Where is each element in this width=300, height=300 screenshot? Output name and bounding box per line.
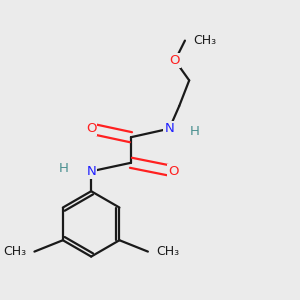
Text: CH₃: CH₃	[194, 34, 217, 47]
Text: H: H	[190, 125, 200, 138]
Text: CH₃: CH₃	[3, 245, 26, 258]
Text: CH₃: CH₃	[156, 245, 179, 258]
Text: N: N	[164, 122, 174, 135]
Text: O: O	[86, 122, 96, 135]
Text: N: N	[86, 165, 96, 178]
Text: H: H	[59, 162, 69, 175]
Text: O: O	[168, 165, 179, 178]
Text: O: O	[170, 54, 180, 67]
